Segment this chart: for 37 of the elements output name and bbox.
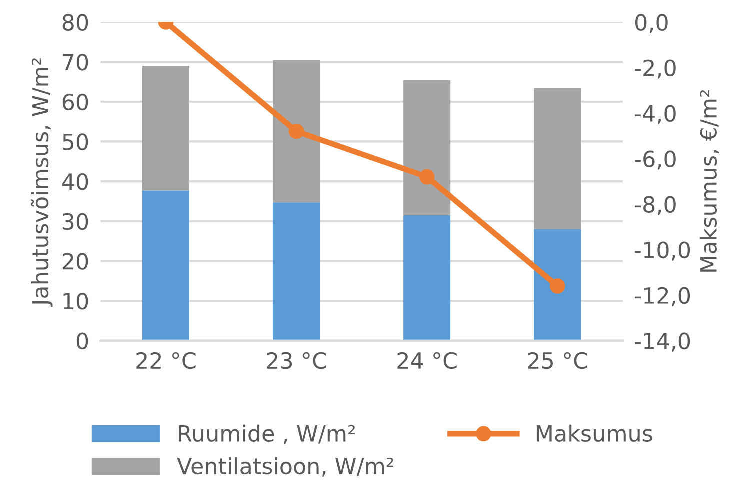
- y-tick-label: 60: [62, 94, 88, 111]
- y2-tick-label: -2,0: [635, 60, 676, 79]
- y2-tick-label: -8,0: [635, 196, 676, 216]
- legend-label: Ruumide , W/m²: [179, 424, 356, 444]
- legend-label: Ventilatsioon, W/m²: [177, 457, 394, 477]
- bar: [273, 202, 320, 341]
- bar: [404, 80, 451, 216]
- y2-tick-label: -6,0: [635, 150, 676, 170]
- y-tick-label: 30: [63, 213, 88, 230]
- x-tick-label: 24 °C: [398, 352, 457, 370]
- x-tick-label: 25 °C: [528, 352, 588, 370]
- y2-tick-label: -14,0: [635, 332, 690, 352]
- bar: [404, 215, 451, 341]
- y2-axis-title: Maksumus, €/m²: [700, 90, 720, 272]
- y-tick-label: 10: [64, 292, 88, 310]
- bar: [534, 88, 582, 230]
- y-tick-label: 50: [63, 134, 88, 150]
- bar: [142, 66, 190, 191]
- bar: [142, 190, 190, 341]
- y-tick-label: 40: [62, 173, 88, 190]
- point: [288, 124, 304, 140]
- y2-tick-label: -10,0: [635, 242, 690, 261]
- y-tick-label: 70: [63, 54, 88, 71]
- y2-tick-label: -4,0: [635, 105, 676, 124]
- y2-tick-label: 0,0: [635, 14, 668, 34]
- y-tick-label: 80: [62, 14, 88, 31]
- point: [550, 278, 566, 294]
- point: [419, 169, 435, 185]
- legend-label: Maksumus: [536, 424, 652, 442]
- bar: [273, 60, 320, 203]
- x-tick-label: 22 °C: [136, 352, 196, 370]
- bar: [534, 229, 582, 341]
- y2-tick-label: -12,0: [635, 287, 690, 306]
- y-tick-label: 20: [62, 253, 88, 270]
- y-axis-title: Jahutusvõimsus, W/m²: [31, 58, 53, 308]
- y-tick-label: 0: [76, 332, 88, 350]
- x-tick-label: 23 °C: [267, 352, 326, 370]
